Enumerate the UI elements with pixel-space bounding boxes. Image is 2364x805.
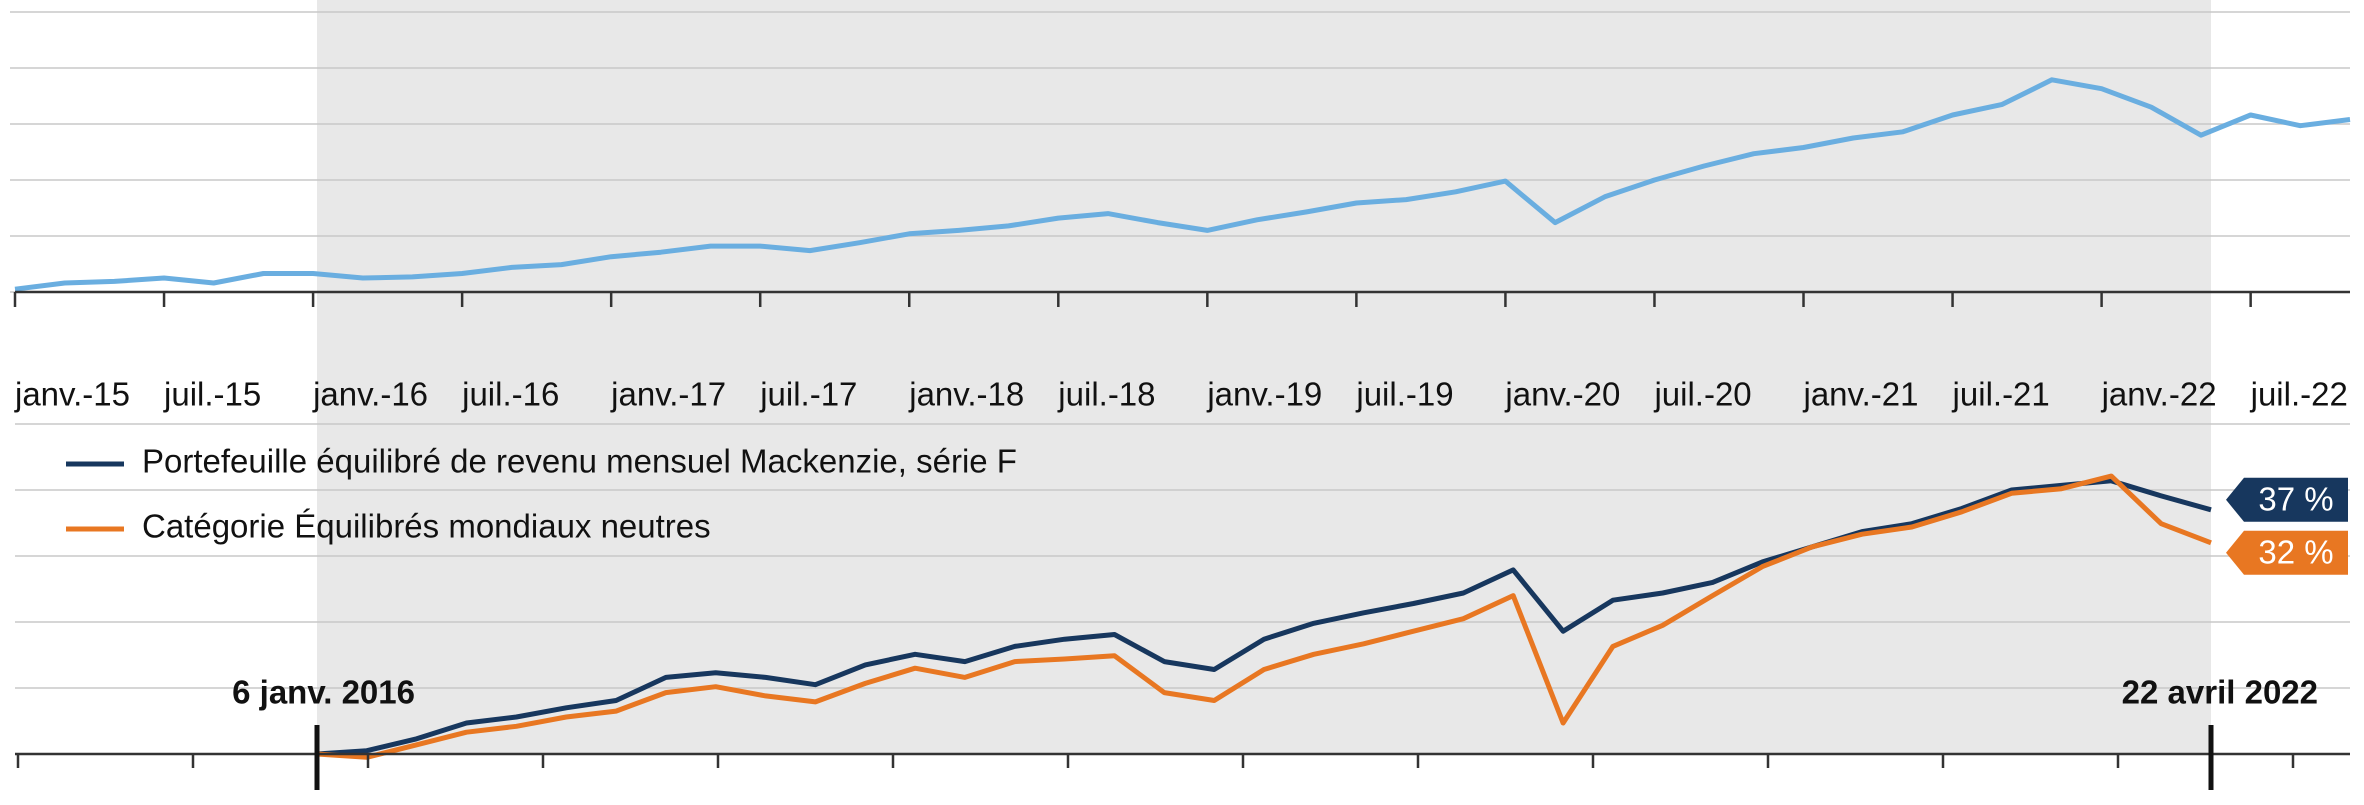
x-tick-label: janv.-17 (610, 376, 726, 413)
x-tick-label: juil.-20 (1653, 376, 1751, 413)
x-tick-label: janv.-21 (1803, 376, 1919, 413)
legend-label: Catégorie Équilibrés mondiaux neutres (142, 508, 711, 545)
period-band (317, 0, 2211, 754)
end-label: 32 % (2258, 534, 2333, 571)
end-label-box (2226, 530, 2348, 575)
series-line (316, 473, 2212, 760)
x-tick-label: juil.-15 (163, 376, 261, 413)
x-tick-label: juil.-16 (461, 376, 559, 413)
x-tick-label: janv.-20 (1504, 376, 1620, 413)
x-tick-label: juil.-21 (1952, 376, 2050, 413)
x-tick-label: janv.-22 (2101, 376, 2217, 413)
x-tick-label: janv.-19 (1206, 376, 1322, 413)
end-label-box (2226, 477, 2348, 522)
x-tick-label: juil.-19 (1355, 376, 1453, 413)
series-line (316, 478, 2212, 757)
legend-label: Portefeuille équilibré de revenu mensuel… (142, 443, 1017, 480)
x-tick-label: janv.-18 (908, 376, 1024, 413)
x-tick-label: juil.-17 (759, 376, 857, 413)
period-label: 6 janv. 2016 (232, 674, 415, 711)
series-line (14, 77, 2351, 292)
x-tick-label: juil.-18 (1057, 376, 1155, 413)
end-label: 37 % (2258, 481, 2333, 518)
period-label: 22 avril 2022 (2122, 674, 2318, 711)
x-tick-label: janv.-16 (312, 376, 428, 413)
x-tick-label: juil.-22 (2250, 376, 2348, 413)
x-tick-label: janv.-15 (14, 376, 130, 413)
